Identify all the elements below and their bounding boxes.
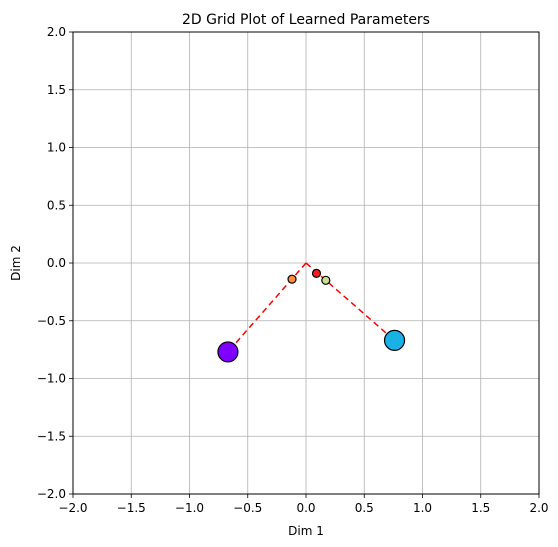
x-tick-label: 1.5 <box>471 501 490 515</box>
x-tick-label: 2.0 <box>529 501 548 515</box>
y-tick-label: 0.0 <box>47 256 66 270</box>
scatter-point <box>311 268 322 278</box>
x-tick-label: −1.5 <box>117 501 146 515</box>
y-tick-label: 1.0 <box>47 141 66 155</box>
chart-title: 2D Grid Plot of Learned Parameters <box>182 12 430 28</box>
y-tick-label: 2.0 <box>47 25 66 39</box>
y-tick-label: −2.0 <box>37 487 66 501</box>
plot-series <box>217 262 406 363</box>
y-axis-label: Dim 2 <box>9 245 23 281</box>
y-tick-label: 1.5 <box>47 83 66 97</box>
axis-ticks: −2.0 −1.5 −1.0 −0.5 0.0 0.5 1.0 1.5 2.0 −2.0 −1.5 −… <box>37 25 549 515</box>
y-tick-label: −0.5 <box>37 314 66 328</box>
x-tick-label: 0.0 <box>296 501 315 515</box>
y-tick-label: −1.0 <box>37 372 66 386</box>
x-tick-label: −1.0 <box>175 501 204 515</box>
y-tick-label: −1.5 <box>37 429 66 443</box>
x-axis-label: Dim 1 <box>288 524 324 538</box>
y-tick-label: 0.5 <box>47 198 66 212</box>
scatter-point <box>217 341 239 363</box>
scatter-point <box>287 274 297 284</box>
x-tick-label: 0.5 <box>355 501 374 515</box>
x-tick-label: −2.0 <box>58 501 87 515</box>
scatter-point <box>321 275 331 285</box>
scatter-point <box>383 329 406 351</box>
x-tick-label: −0.5 <box>233 501 262 515</box>
x-tick-label: 1.0 <box>413 501 432 515</box>
